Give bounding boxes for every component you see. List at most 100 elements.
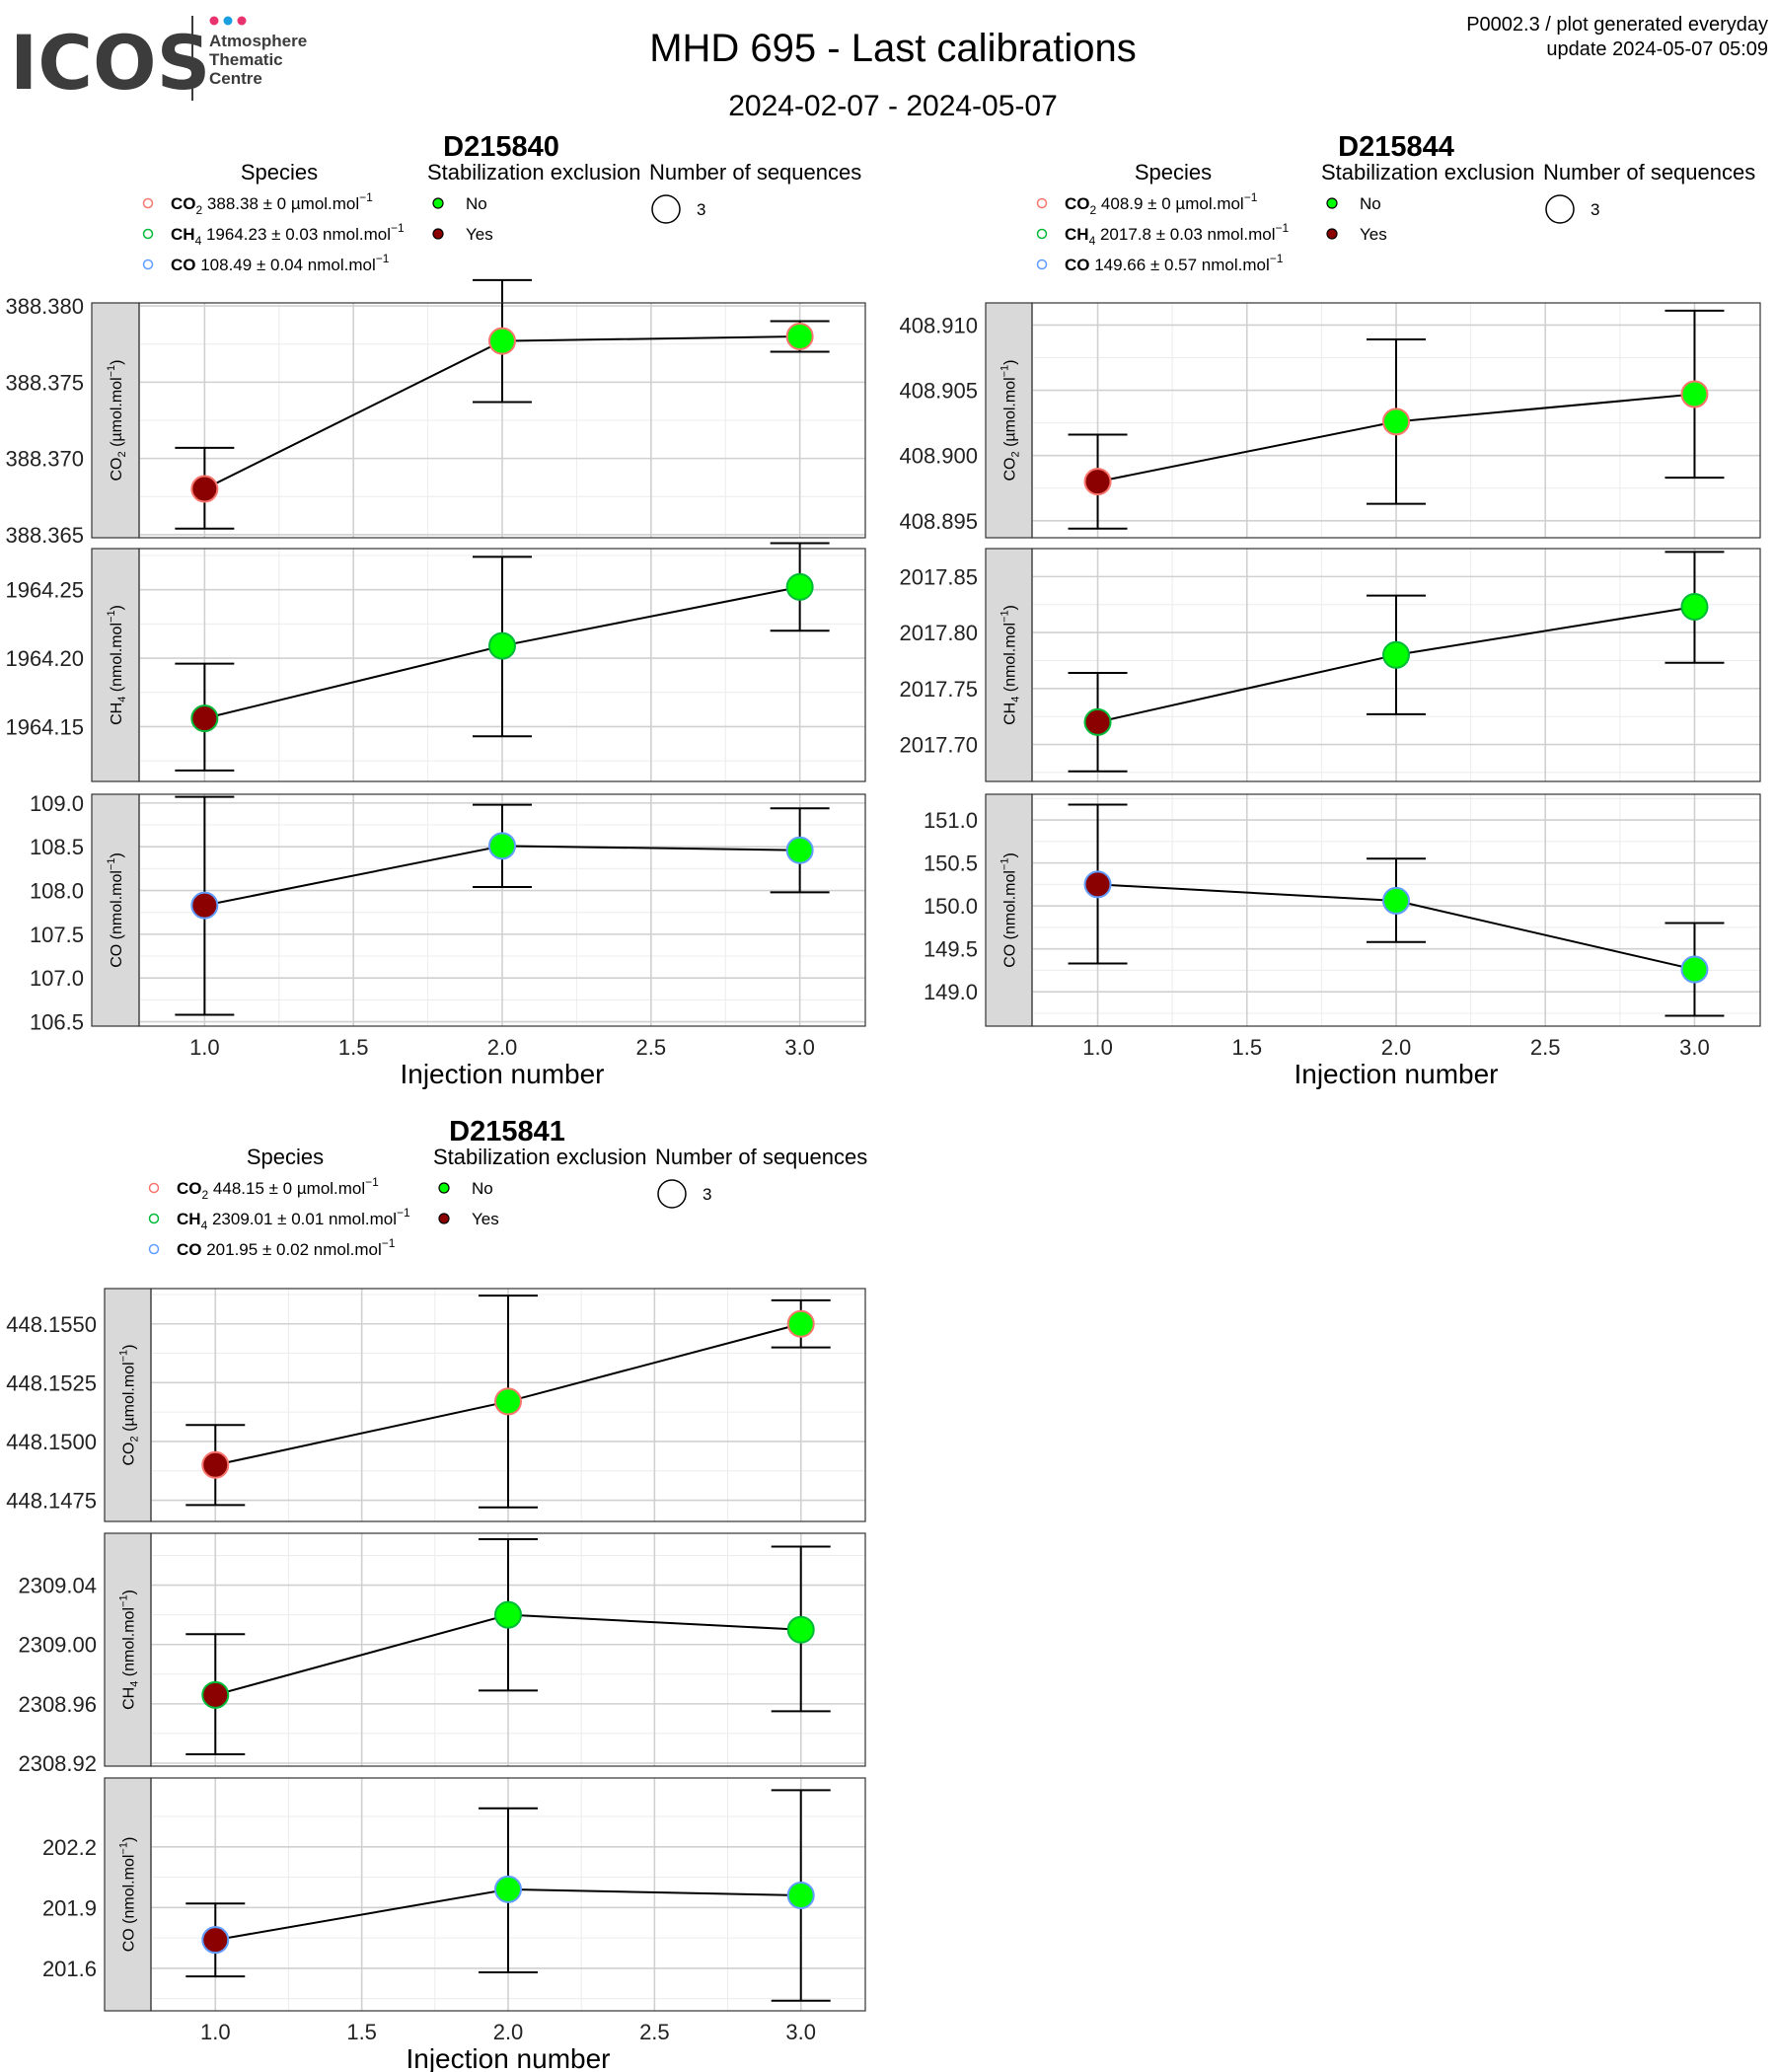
data-point-3	[1680, 593, 1709, 621]
y-tick-label: 448.1500	[6, 1430, 97, 1454]
panel-strip	[985, 793, 1033, 1027]
x-tick-label: 3.0	[785, 2020, 816, 2044]
panel-border	[1031, 793, 1761, 1027]
y-tick-label: 408.900	[899, 444, 978, 469]
panel-border	[138, 793, 866, 1027]
legend-stab-0-marker	[438, 1182, 450, 1194]
panel-CO: CO (nmol.mol−1) 151.0 150.5 150.0 149.5 149.0	[924, 793, 1761, 1027]
legend-species-0-marker	[148, 1182, 160, 1194]
panel-CO2: CO2 (µmol.mol−1) 408.910 408.905 408.900 408…	[899, 302, 1761, 539]
y-tick-label: 388.365	[5, 523, 84, 548]
data-point-1	[1083, 468, 1112, 496]
y-tick-label: 1964.25	[5, 578, 84, 603]
x-tick-label: 2.5	[639, 2020, 670, 2044]
x-tick-label: 1.0	[1082, 1035, 1113, 1060]
y-tick-label: 149.5	[924, 937, 978, 962]
legend-species-0-marker	[1036, 197, 1048, 209]
y-tick-label: 448.1525	[6, 1370, 97, 1395]
panel-border	[1031, 302, 1761, 539]
legend-species-0-marker	[142, 197, 154, 209]
data-point-3	[785, 572, 814, 601]
y-tick-label: 107.0	[30, 966, 84, 991]
panel-strip-label: CH4 (nmol.mol−1)	[106, 605, 128, 725]
legend-title-stabilization: Stabilization exclusion	[427, 160, 640, 185]
logo-dot-blue	[223, 16, 233, 26]
data-point-1	[201, 1450, 230, 1479]
panel-strip-label: CO2 (µmol.mol−1)	[106, 360, 128, 481]
x-axis-label: Injection number	[400, 1059, 604, 1089]
legend-species-2-label: CO 201.95 ± 0.02 nmol.mol−1	[177, 1236, 396, 1259]
legend-stab-1-label: Yes	[472, 1210, 499, 1228]
y-tick-label: 448.1475	[6, 1489, 97, 1514]
x-tick-label: 2.5	[1530, 1035, 1561, 1060]
panel-CH4: CH4 (nmol.mol−1) 2309.04 2309.00 2308.96 230…	[18, 1532, 866, 1776]
legend-sequences-marker	[657, 1179, 687, 1209]
logo-sub-3: Centre	[209, 69, 262, 88]
chart-D215844: D215844 Species Stabilization exclusion Num…	[899, 131, 1761, 1089]
legend-title-stabilization: Stabilization exclusion	[433, 1145, 646, 1169]
legend-stab-0-marker	[432, 197, 444, 209]
y-tick-label: 1964.15	[5, 714, 84, 739]
y-tick-label: 1964.20	[5, 646, 84, 671]
data-point-2	[494, 1600, 522, 1629]
charts: D215840 Species Stabilization exclusion Num…	[5, 131, 1761, 2072]
legend-species-1-marker	[142, 228, 154, 240]
chart-title: D215844	[1338, 131, 1454, 163]
legend-species-2-marker	[142, 259, 154, 270]
panel-strip-label: CH4 (nmol.mol−1)	[118, 1590, 141, 1710]
y-tick-label: 108.5	[30, 835, 84, 859]
legend-species-1-label: CH4 1964.23 ± 0.03 nmol.mol−1	[171, 221, 405, 248]
legend-stab-1-label: Yes	[466, 225, 493, 244]
x-tick-label: 2.5	[636, 1035, 667, 1060]
panel-border	[138, 302, 866, 539]
legend-title-sequences: Number of sequences	[1543, 160, 1755, 185]
chart-D215841: D215841 Species Stabilization exclusion Num…	[6, 1116, 867, 2072]
y-tick-label: 202.2	[42, 1835, 97, 1860]
y-tick-label: 201.9	[42, 1895, 97, 1920]
panel-CH4: CH4 (nmol.mol−1) 1964.25 1964.20 1964.15	[5, 542, 866, 782]
legend-title-species: Species	[1135, 160, 1212, 185]
legend-title-species: Species	[241, 160, 318, 185]
y-tick-label: 151.0	[924, 808, 978, 833]
legend-stab-0-label: No	[472, 1179, 493, 1198]
y-tick-label: 2309.00	[18, 1633, 97, 1658]
panel-strip-label: CO (nmol.mol−1)	[999, 852, 1019, 968]
legend-sequences-label: 3	[703, 1185, 711, 1204]
header: ICOS Atmosphere Thematic Centre MHD 695 …	[10, 14, 1768, 122]
x-tick-label: 1.0	[189, 1035, 220, 1060]
data-point-2	[494, 1875, 522, 1903]
legend-sequences-label: 3	[1591, 200, 1599, 219]
x-tick-label: 3.0	[1679, 1035, 1710, 1060]
y-tick-label: 2308.92	[18, 1751, 97, 1776]
chart-D215840: D215840 Species Stabilization exclusion Num…	[5, 131, 866, 1089]
x-tick-label: 1.5	[1231, 1035, 1262, 1060]
legend-title-sequences: Number of sequences	[649, 160, 861, 185]
y-tick-label: 109.0	[30, 791, 84, 816]
y-tick-label: 2017.80	[899, 621, 978, 645]
data-point-3	[785, 836, 814, 864]
y-tick-label: 108.0	[30, 879, 84, 904]
y-tick-label: 408.895	[899, 509, 978, 534]
legend-stab-1-label: Yes	[1360, 225, 1387, 244]
legend-stab-1-marker	[1326, 228, 1338, 240]
panel-strip-label: CH4 (nmol.mol−1)	[999, 605, 1022, 725]
panel-strip	[91, 548, 140, 782]
data-point-3	[786, 1309, 815, 1338]
legend-stab-1-marker	[432, 228, 444, 240]
x-tick-label: 1.5	[338, 1035, 369, 1060]
data-point-1	[190, 475, 219, 503]
chart-title: D215841	[449, 1116, 565, 1147]
data-point-1	[201, 1680, 230, 1709]
panel-CO: CO (nmol.mol−1) 202.2 201.9 201.6	[42, 1777, 866, 2012]
y-tick-label: 388.380	[5, 294, 84, 319]
y-tick-label: 408.910	[899, 313, 978, 337]
legend-stab-0-marker	[1326, 197, 1338, 209]
logo-dot-pink	[209, 16, 219, 26]
panel-strip-label: CO (nmol.mol−1)	[106, 852, 125, 968]
y-tick-label: 150.5	[924, 851, 978, 876]
panel-strip-label: CO2 (µmol.mol−1)	[999, 360, 1022, 481]
meta-line-1: P0002.3 / plot generated everyday	[1466, 14, 1768, 36]
data-point-2	[488, 327, 516, 355]
data-point-3	[1680, 380, 1709, 408]
panel-CO2: CO2 (µmol.mol−1) 448.1550 448.1525 448.1500…	[6, 1288, 866, 1522]
